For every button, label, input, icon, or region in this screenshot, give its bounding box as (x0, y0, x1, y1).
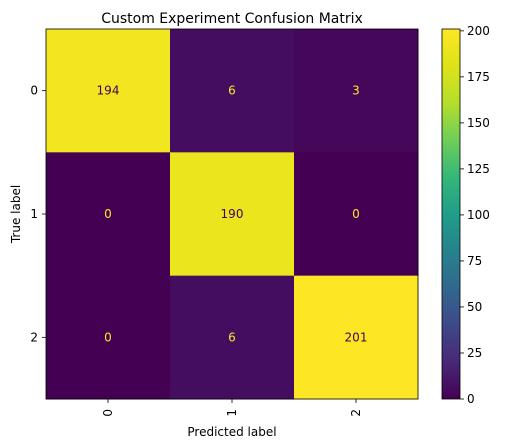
heatmap-cell-value: 201 (345, 330, 368, 344)
heatmap-cell (170, 29, 295, 153)
y-axis-ticks: 0 1 2 (30, 84, 46, 344)
colorbar (441, 28, 461, 400)
colorbar-tick-label: 25 (467, 346, 482, 360)
heatmap-cell (46, 29, 171, 153)
x-axis-ticks: 0 1 2 (101, 399, 363, 417)
heatmap-cell-labels: 194 6 3 0 190 0 0 6 201 (97, 84, 368, 345)
heatmap-cell (294, 152, 419, 277)
heatmap-cell (46, 152, 171, 277)
colorbar-ticks: 0 25 50 75 100 125 150 175 200 (460, 24, 490, 406)
x-axis-label: Predicted label (187, 425, 276, 439)
y-tick-label: 0 (30, 84, 38, 98)
colorbar-tick-label: 125 (467, 162, 490, 176)
heatmap-cells (46, 29, 419, 400)
chart-title: Custom Experiment Confusion Matrix (101, 11, 363, 27)
heatmap-cell-value: 194 (97, 84, 120, 98)
heatmap-cell-value: 0 (104, 207, 112, 221)
heatmap-cell-value: 190 (221, 207, 244, 221)
colorbar-tick-label: 200 (467, 24, 490, 38)
heatmap-cell-value: 6 (228, 330, 236, 344)
colorbar-tick-label: 75 (467, 254, 482, 268)
colorbar-tick-label: 50 (467, 300, 482, 314)
heatmap-cell-value: 6 (228, 84, 236, 98)
colorbar-tick-label: 175 (467, 70, 490, 84)
x-tick-label: 1 (225, 409, 239, 417)
x-tick-label: 2 (349, 409, 363, 417)
heatmap-cell (170, 275, 295, 400)
heatmap-cell (46, 275, 171, 400)
y-tick-label: 2 (30, 330, 38, 344)
heatmap-cell (294, 275, 419, 400)
y-tick-label: 1 (30, 207, 38, 221)
y-axis-label: True label (9, 185, 23, 244)
x-tick-label: 0 (101, 409, 115, 417)
heatmap-cell-value: 0 (352, 207, 360, 221)
heatmap-cell (294, 29, 419, 153)
heatmap-cell-value: 3 (352, 84, 360, 98)
colorbar-tick-label: 100 (467, 208, 490, 222)
colorbar-tick-label: 0 (467, 392, 475, 406)
heatmap-cell (170, 152, 295, 277)
heatmap-cell-value: 0 (104, 330, 112, 344)
colorbar-tick-label: 150 (467, 116, 490, 130)
